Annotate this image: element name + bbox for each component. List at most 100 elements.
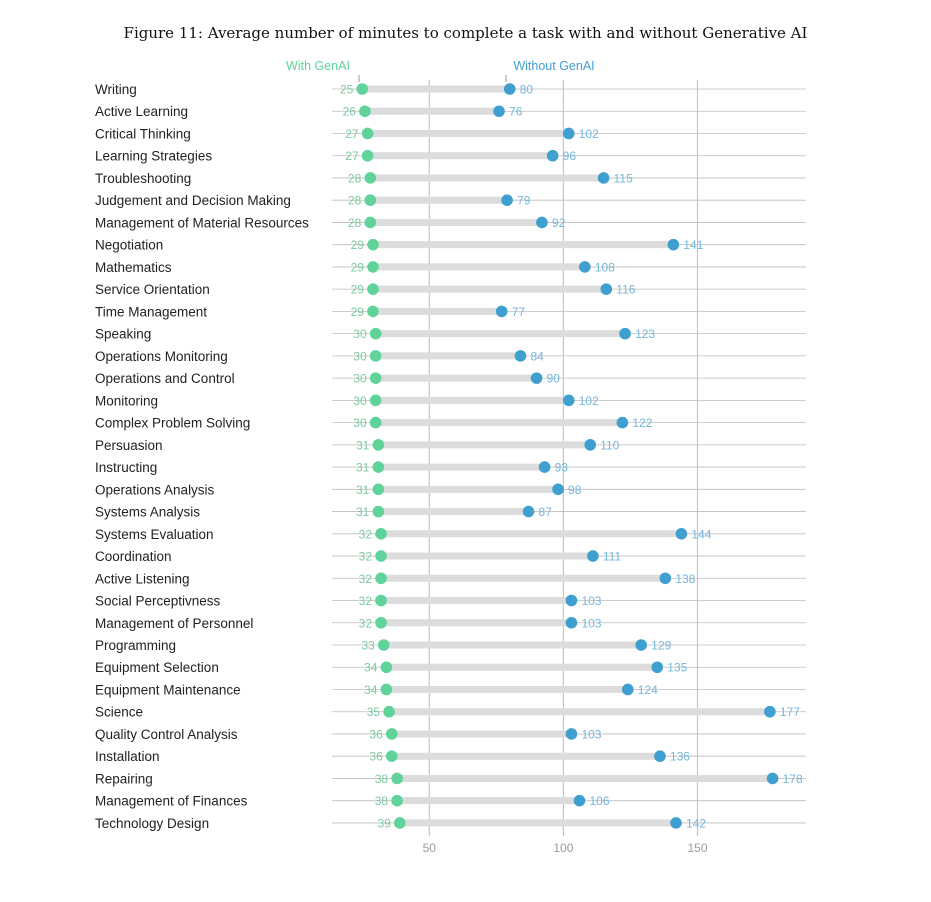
category-label: Management of Material Resources	[95, 215, 309, 230]
category-label: Equipment Selection	[95, 660, 219, 675]
without-genai-point	[522, 505, 535, 518]
with-genai-value-label: 28	[348, 216, 362, 230]
without-genai-value-label: 106	[589, 794, 609, 808]
legend-without-genai: Without GenAI	[513, 59, 594, 73]
without-genai-value-label: 136	[670, 750, 690, 764]
without-genai-point	[493, 105, 505, 118]
without-genai-point	[587, 550, 599, 562]
without-genai-value-label: 115	[614, 171, 633, 185]
without-genai-value-label: 103	[581, 594, 601, 608]
with-genai-value-label: 25	[340, 83, 354, 97]
without-genai-value-label: 90	[547, 372, 561, 386]
without-genai-value-label: 141	[683, 238, 703, 252]
with-genai-point	[375, 572, 387, 585]
with-genai-value-label: 30	[353, 327, 367, 341]
without-genai-value-label: 84	[530, 349, 544, 363]
without-genai-point	[651, 661, 664, 674]
category-label: Instructing	[95, 460, 157, 475]
figure-title: Figure 11: Average number of minutes to …	[123, 24, 808, 42]
x-tick-label: 50	[423, 841, 437, 855]
with-genai-value-label: 36	[369, 750, 383, 764]
without-genai-point	[635, 639, 647, 651]
with-genai-value-label: 30	[353, 394, 367, 408]
without-genai-value-label: 98	[568, 483, 582, 497]
without-genai-point	[501, 194, 513, 206]
category-label: Science	[95, 705, 143, 720]
with-genai-value-label: 32	[359, 616, 373, 630]
without-genai-value-label: 93	[555, 461, 569, 475]
with-genai-point	[375, 594, 387, 607]
with-genai-point	[385, 728, 398, 740]
without-genai-point	[530, 372, 543, 384]
category-label: Programming	[95, 638, 176, 653]
with-genai-value-label: 34	[364, 683, 378, 697]
category-label: Repairing	[95, 771, 153, 786]
without-genai-value-label: 177	[780, 705, 800, 719]
without-genai-value-label: 87	[539, 505, 553, 519]
category-label: Quality Control Analysis	[95, 727, 238, 742]
without-genai-value-label: 123	[635, 327, 655, 341]
without-genai-point	[584, 439, 597, 451]
with-genai-value-label: 38	[375, 794, 389, 808]
with-genai-point	[377, 639, 390, 651]
without-genai-point	[565, 616, 578, 629]
without-genai-point	[621, 683, 634, 696]
category-label: Coordination	[95, 549, 172, 564]
with-genai-point	[369, 372, 382, 384]
with-genai-value-label: 29	[351, 238, 365, 252]
category-label: Complex Problem Solving	[95, 416, 250, 431]
without-genai-value-label: 96	[563, 149, 577, 163]
with-genai-value-label: 35	[367, 705, 381, 719]
with-genai-value-label: 29	[351, 283, 365, 297]
with-genai-value-label: 32	[359, 550, 373, 564]
with-genai-point	[372, 439, 385, 451]
category-label: Installation	[95, 749, 160, 764]
with-genai-point	[383, 705, 395, 718]
with-genai-value-label: 39	[377, 816, 391, 830]
with-genai-value-label: 32	[359, 572, 373, 586]
with-genai-point	[375, 528, 387, 540]
category-label: Social Perceptivness	[95, 594, 221, 609]
category-label: Technology Design	[95, 816, 209, 831]
category-label: Critical Thinking	[95, 126, 191, 141]
without-genai-value-label: 108	[595, 260, 615, 274]
without-genai-value-label: 116	[616, 283, 635, 297]
category-label: Time Management	[95, 304, 207, 319]
x-tick-label: 150	[687, 841, 707, 855]
with-genai-point	[393, 817, 406, 829]
without-genai-value-label: 80	[520, 83, 534, 97]
with-genai-point	[364, 194, 377, 206]
with-genai-value-label: 29	[351, 305, 365, 319]
without-genai-point	[764, 705, 776, 718]
with-genai-value-label: 31	[356, 505, 370, 519]
category-label: Operations Analysis	[95, 482, 215, 497]
category-label: Systems Analysis	[95, 505, 200, 520]
without-genai-point	[600, 283, 613, 295]
without-genai-point	[503, 83, 516, 95]
without-genai-value-label: 135	[667, 661, 687, 675]
with-genai-point	[372, 483, 385, 496]
with-genai-point	[385, 750, 398, 762]
without-genai-value-label: 111	[603, 550, 622, 564]
category-label: Persuasion	[95, 438, 163, 453]
without-genai-point	[552, 483, 564, 496]
without-genai-point	[536, 216, 548, 229]
without-genai-value-label: 138	[675, 572, 695, 586]
with-genai-value-label: 28	[348, 171, 362, 185]
category-label: Monitoring	[95, 393, 158, 408]
x-tick-label: 100	[553, 841, 573, 855]
with-genai-point	[369, 327, 382, 340]
with-genai-point	[369, 416, 382, 429]
category-label: Active Listening	[95, 571, 190, 586]
category-label: Judgement and Decision Making	[95, 193, 291, 208]
with-genai-point	[367, 261, 379, 273]
with-genai-value-label: 27	[345, 149, 359, 163]
with-genai-value-label: 28	[348, 194, 362, 208]
without-genai-point	[597, 172, 610, 184]
with-genai-point	[367, 283, 379, 295]
without-genai-point	[514, 350, 527, 362]
without-genai-point	[667, 238, 680, 251]
without-genai-value-label: 129	[651, 639, 671, 653]
without-genai-point	[565, 594, 578, 607]
